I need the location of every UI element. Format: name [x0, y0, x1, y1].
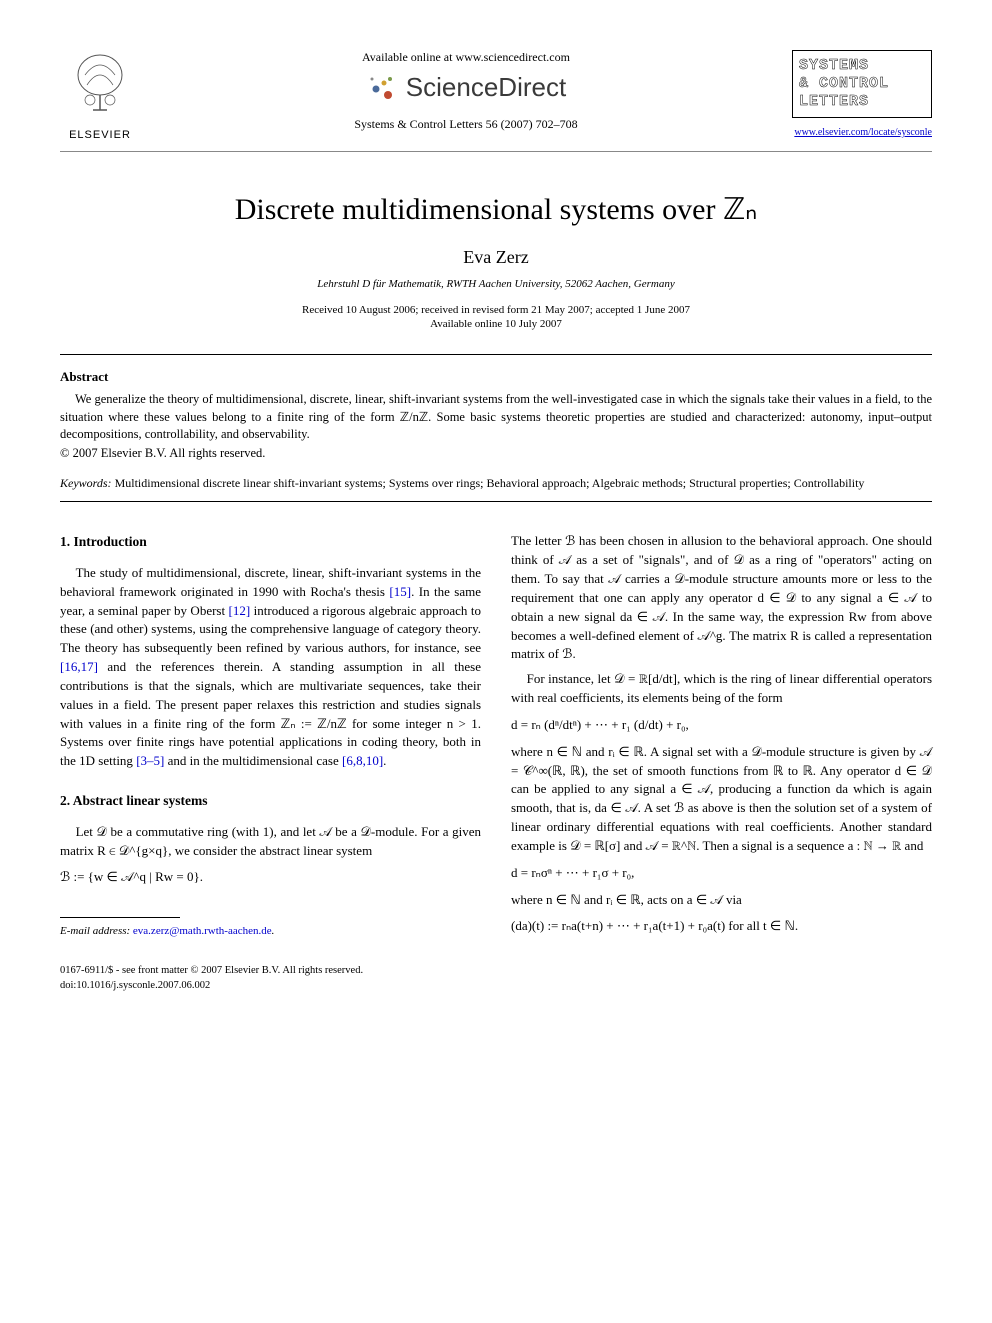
journal-reference: Systems & Control Letters 56 (2007) 702–… — [160, 117, 772, 132]
section-1-para: The study of multidimensional, discrete,… — [60, 564, 481, 771]
article-title: Discrete multidimensional systems over ℤ… — [60, 192, 932, 227]
journal-title-line3: LETTERS — [799, 93, 925, 111]
journal-title-box: SYSTEMS & CONTROL LETTERS — [792, 50, 932, 118]
ref-15[interactable]: [15] — [389, 584, 411, 599]
email-link[interactable]: eva.zerz@math.rwth-aachen.de — [133, 925, 272, 937]
author-name: Eva Zerz — [60, 247, 932, 268]
header-rule — [60, 151, 932, 152]
affiliation: Lehrstuhl D für Mathematik, RWTH Aachen … — [60, 278, 932, 290]
sciencedirect-logo: ScienceDirect — [160, 71, 772, 103]
footer-info: 0167-6911/$ - see front matter © 2007 El… — [60, 964, 481, 993]
footnote-email: E-mail address: eva.zerz@math.rwth-aache… — [60, 924, 481, 940]
abstract-heading: Abstract — [60, 369, 932, 385]
journal-logo-block: SYSTEMS & CONTROL LETTERS www.elsevier.c… — [792, 50, 932, 140]
section-2-heading: 2. Abstract linear systems — [60, 791, 481, 811]
journal-title-line2: & CONTROL — [799, 75, 925, 93]
doi-line: doi:10.1016/j.sysconle.2007.06.002 — [60, 979, 481, 994]
journal-title-line1: SYSTEMS — [799, 57, 925, 75]
right-column: The letter ℬ has been chosen in allusion… — [511, 532, 932, 993]
equation-shift-action: (da)(t) := rₙa(t+n) + ⋯ + r₁a(t+1) + r₀a… — [511, 917, 932, 936]
section-2-para-2: The letter ℬ has been chosen in allusion… — [511, 532, 932, 664]
section-2-para-3: For instance, let 𝒟 = ℝ[d/dt], which is … — [511, 670, 932, 708]
abstract-rule-top — [60, 354, 932, 355]
keywords-block: Keywords: Multidimensional discrete line… — [60, 475, 932, 492]
body-columns: 1. Introduction The study of multidimens… — [60, 532, 932, 993]
ref-16-17[interactable]: [16,17] — [60, 659, 98, 674]
abstract-rule-bottom — [60, 501, 932, 502]
elsevier-tree-icon — [65, 50, 135, 120]
equation-shift-op: d = rₙσⁿ + ⋯ + r₁σ + r₀, — [511, 864, 932, 883]
sciencedirect-text: ScienceDirect — [406, 72, 566, 103]
s1-text-f: . — [383, 753, 386, 768]
email-label: E-mail address: — [60, 925, 130, 937]
equation-diff-op: d = rₙ (dⁿ/dtⁿ) + ⋯ + r₁ (d/dt) + r₀, — [511, 716, 932, 735]
journal-url-link[interactable]: www.elsevier.com/locate/sysconle — [794, 127, 932, 138]
footnote-rule — [60, 917, 180, 918]
section-2-para-4: where n ∈ ℕ and rᵢ ∈ ℝ. A signal set wit… — [511, 743, 932, 856]
abstract-body: We generalize the theory of multidimensi… — [60, 391, 932, 444]
section-1-heading: 1. Introduction — [60, 532, 481, 552]
keywords-label: Keywords: — [60, 476, 112, 490]
s1-text-e: and in the multidimensional case — [164, 753, 342, 768]
dates-online: Available online 10 July 2007 — [60, 318, 932, 330]
ref-6-8-10[interactable]: [6,8,10] — [342, 753, 383, 768]
available-online-text: Available online at www.sciencedirect.co… — [160, 50, 772, 65]
equation-behavior: ℬ := {w ∈ 𝒜^q | Rw = 0}. — [60, 868, 481, 887]
center-header: Available online at www.sciencedirect.co… — [140, 50, 792, 132]
header-row: ELSEVIER Available online at www.science… — [60, 50, 932, 141]
sciencedirect-icon — [366, 71, 398, 103]
s1-text-d: and the references therein. A standing a… — [60, 659, 481, 768]
email-period: . — [272, 925, 275, 937]
page: ELSEVIER Available online at www.science… — [0, 0, 992, 1034]
elsevier-label: ELSEVIER — [60, 129, 140, 141]
ref-3-5[interactable]: [3–5] — [136, 753, 164, 768]
dates-received: Received 10 August 2006; received in rev… — [60, 304, 932, 316]
front-matter-line: 0167-6911/$ - see front matter © 2007 El… — [60, 964, 481, 979]
section-2-para-5: where n ∈ ℕ and rᵢ ∈ ℝ, acts on a ∈ 𝒜 vi… — [511, 891, 932, 910]
keywords-text: Multidimensional discrete linear shift-i… — [112, 476, 865, 490]
publisher-logo: ELSEVIER — [60, 50, 140, 141]
section-2-para-1: Let 𝒟 be a commutative ring (with 1), an… — [60, 823, 481, 861]
ref-12[interactable]: [12] — [229, 603, 251, 618]
copyright-line: © 2007 Elsevier B.V. All rights reserved… — [60, 446, 932, 461]
left-column: 1. Introduction The study of multidimens… — [60, 532, 481, 993]
